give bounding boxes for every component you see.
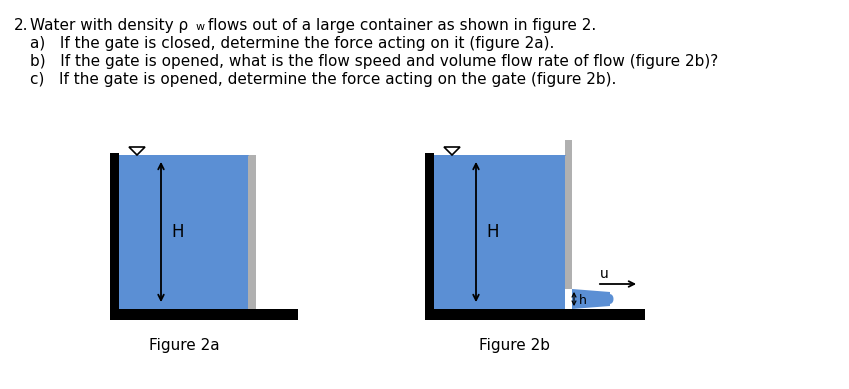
Polygon shape (129, 147, 145, 155)
Text: H: H (486, 223, 498, 241)
Bar (110, 309, 298, 320)
Text: Water with density ρ: Water with density ρ (30, 18, 188, 33)
Text: H: H (171, 223, 183, 241)
Text: c)   If the gate is opened, determine the force acting on the gate (figure 2b).: c) If the gate is opened, determine the … (30, 72, 616, 87)
Text: u: u (600, 267, 609, 281)
Polygon shape (572, 289, 614, 309)
Bar (425, 153, 434, 320)
Bar (425, 309, 645, 320)
Bar (434, 155, 565, 309)
Text: h: h (579, 294, 587, 307)
Bar (110, 153, 119, 320)
Text: Figure 2b: Figure 2b (480, 338, 550, 353)
Bar (119, 155, 248, 309)
Text: Figure 2a: Figure 2a (149, 338, 219, 353)
Bar (248, 155, 256, 309)
Text: b)   If the gate is opened, what is the flow speed and volume flow rate of flow : b) If the gate is opened, what is the fl… (30, 54, 718, 69)
Bar (565, 140, 572, 289)
Text: flows out of a large container as shown in figure 2.: flows out of a large container as shown … (203, 18, 596, 33)
Text: w: w (196, 22, 205, 32)
Polygon shape (444, 147, 460, 155)
Text: a)   If the gate is closed, determine the force acting on it (figure 2a).: a) If the gate is closed, determine the … (30, 36, 554, 51)
Text: 2.: 2. (14, 18, 29, 33)
